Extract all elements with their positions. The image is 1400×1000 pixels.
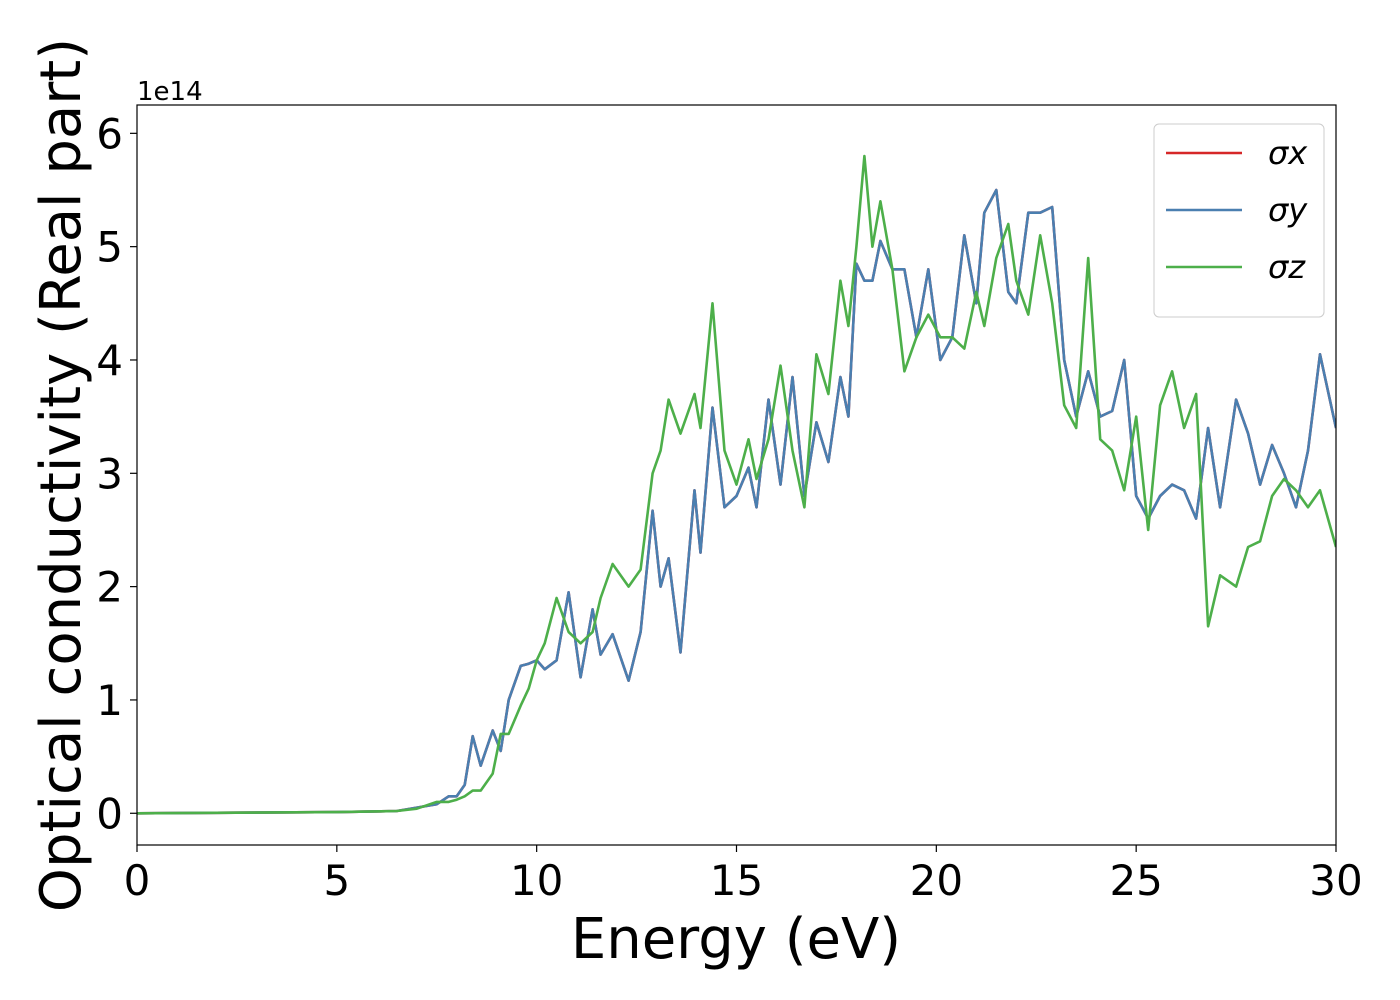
legend-label: σx <box>1268 134 1308 172</box>
y-tick-label: 4 <box>96 336 123 385</box>
x-tick-label: 5 <box>323 856 350 905</box>
y-tick-label: 0 <box>96 789 123 838</box>
y-tick-label: 1 <box>96 676 123 725</box>
legend-label: σz <box>1268 248 1306 286</box>
plot-frame <box>136 104 1337 846</box>
y-tick-label: 5 <box>96 223 123 272</box>
x-tick-label: 20 <box>910 856 963 905</box>
y-tick-label: 3 <box>96 449 123 498</box>
x-tick-label: 10 <box>510 856 563 905</box>
x-tick-label: 25 <box>1109 856 1162 905</box>
offset-text: 1e14 <box>137 77 203 107</box>
legend-box <box>1153 123 1325 318</box>
legend-label: σy <box>1268 191 1308 229</box>
x-tick-label: 30 <box>1309 856 1362 905</box>
x-axis-label: Energy (eV) <box>571 907 901 972</box>
series-line <box>137 154 1336 815</box>
y-axis-label: Optical conductivity (Real part) <box>29 38 94 912</box>
x-tick-label: 15 <box>710 856 763 905</box>
x-tick-label: 0 <box>124 856 151 905</box>
y-tick-label: 2 <box>96 563 123 612</box>
series-line <box>137 188 1336 815</box>
y-tick-label: 6 <box>96 109 123 158</box>
